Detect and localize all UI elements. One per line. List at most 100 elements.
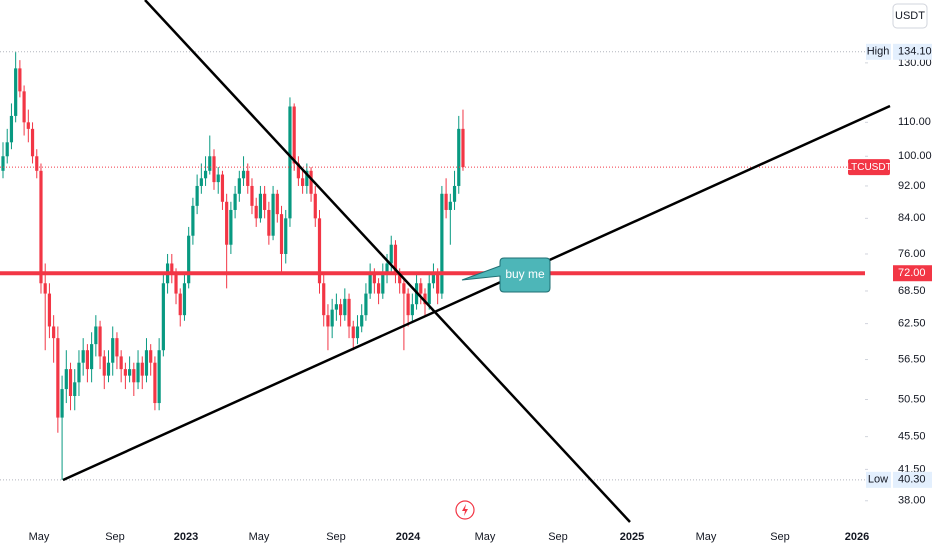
- candle-body: [174, 273, 178, 294]
- candle-body: [271, 193, 275, 236]
- candle-body: [123, 369, 127, 376]
- candle-body: [14, 68, 18, 116]
- candle-body: [448, 201, 452, 210]
- candle-body: [35, 156, 39, 171]
- low-label: Low: [868, 474, 888, 486]
- candle-body: [195, 185, 199, 206]
- currency-box[interactable]: [892, 3, 928, 29]
- candle-body: [275, 193, 279, 215]
- candle-body: [292, 106, 296, 164]
- x-tick-label: 2026: [845, 531, 869, 543]
- y-tick-label: 62.50: [898, 318, 926, 330]
- trend-line: [62, 104, 891, 482]
- candle-body: [431, 273, 436, 284]
- candle-body: [233, 193, 237, 210]
- candle-body: [364, 293, 368, 316]
- candle-body: [47, 293, 52, 327]
- candle-body: [111, 338, 115, 363]
- candle-body: [246, 170, 250, 186]
- candle-body: [279, 214, 284, 254]
- y-tick-label: 110.00: [898, 116, 931, 128]
- candle-body: [351, 326, 355, 339]
- candle-body: [376, 283, 381, 294]
- candle-body: [153, 362, 157, 404]
- candle-body: [250, 185, 254, 206]
- high-value: 134.10: [898, 46, 932, 58]
- high-label-box: [866, 43, 891, 60]
- candle-body: [398, 273, 402, 284]
- price-axis: 130.00110.00100.0092.0084.0076.0068.5062…: [29, 43, 932, 543]
- candle-body: [22, 91, 26, 123]
- candle-body: [372, 273, 376, 284]
- y-tick-label: 38.00: [898, 495, 926, 507]
- candle-body: [170, 263, 174, 274]
- candle-body: [237, 178, 241, 194]
- x-tick-label: 2023: [174, 531, 198, 543]
- y-tick-label: 50.50: [898, 393, 926, 405]
- high-value-box: [893, 43, 932, 60]
- candle-body: [406, 293, 410, 316]
- candle-body: [161, 283, 165, 351]
- candle-body: [94, 326, 98, 345]
- candle-body: [199, 178, 203, 186]
- candle-body: [140, 362, 144, 376]
- candle-body: [115, 338, 119, 357]
- candle-body: [5, 142, 9, 157]
- y-tick-label: 56.50: [898, 353, 926, 365]
- candle-body: [267, 209, 271, 236]
- x-tick-label: 2024: [396, 531, 421, 543]
- candle-body: [360, 315, 364, 327]
- y-tick-label: 76.00: [898, 248, 926, 260]
- y-tick-label: 68.50: [898, 285, 926, 297]
- candle-body: [85, 350, 89, 370]
- candle-body: [18, 68, 22, 92]
- candle-body: [284, 218, 288, 254]
- candle-body: [56, 338, 60, 418]
- x-tick-label: Sep: [548, 531, 568, 543]
- candle-body: [149, 350, 153, 363]
- candle-body: [1, 156, 5, 171]
- candle-body: [288, 106, 292, 219]
- candle-body: [385, 263, 389, 274]
- candle-body: [191, 205, 195, 236]
- x-tick-label: Sep: [105, 531, 125, 543]
- x-tick-label: Sep: [770, 531, 790, 543]
- candle-body: [461, 128, 465, 168]
- candle-body: [317, 218, 322, 284]
- candle-body: [52, 326, 56, 339]
- candle-body: [410, 304, 414, 316]
- candle-body: [212, 156, 216, 183]
- high-label: High: [867, 46, 890, 58]
- currency: USDT: [895, 10, 925, 22]
- x-tick-label: May: [696, 531, 717, 543]
- y-tick-label: 84.00: [898, 212, 926, 224]
- candle-body: [423, 293, 427, 305]
- low-value-box: [893, 471, 932, 488]
- candle-body: [301, 178, 305, 186]
- candle-body: [187, 235, 191, 284]
- horizontal-line-label: 72.00: [898, 267, 926, 279]
- candle-body: [77, 362, 81, 383]
- trend-line: [144, 0, 631, 523]
- candle-body: [402, 283, 406, 294]
- candle-body: [119, 356, 123, 370]
- y-tick-label: 100.00: [898, 150, 932, 162]
- candle-body: [254, 205, 258, 219]
- candle-body: [444, 193, 448, 210]
- candle-body: [347, 298, 351, 327]
- y-tick-label: 92.00: [898, 180, 926, 192]
- overlay: [0, 51, 865, 481]
- y-tick-label: 45.50: [898, 431, 926, 443]
- candle-body: [203, 170, 208, 179]
- candle-body: [330, 309, 334, 327]
- candle-body: [263, 193, 267, 210]
- candle-body: [225, 201, 229, 245]
- candle-body: [309, 170, 313, 194]
- x-tick-label: May: [475, 531, 496, 543]
- callout-text: buy me: [505, 267, 545, 281]
- x-tick-label: May: [29, 531, 50, 543]
- candle-body: [419, 283, 423, 294]
- candle-body: [68, 369, 73, 397]
- candle-body: [452, 185, 457, 202]
- candle-body: [343, 298, 347, 316]
